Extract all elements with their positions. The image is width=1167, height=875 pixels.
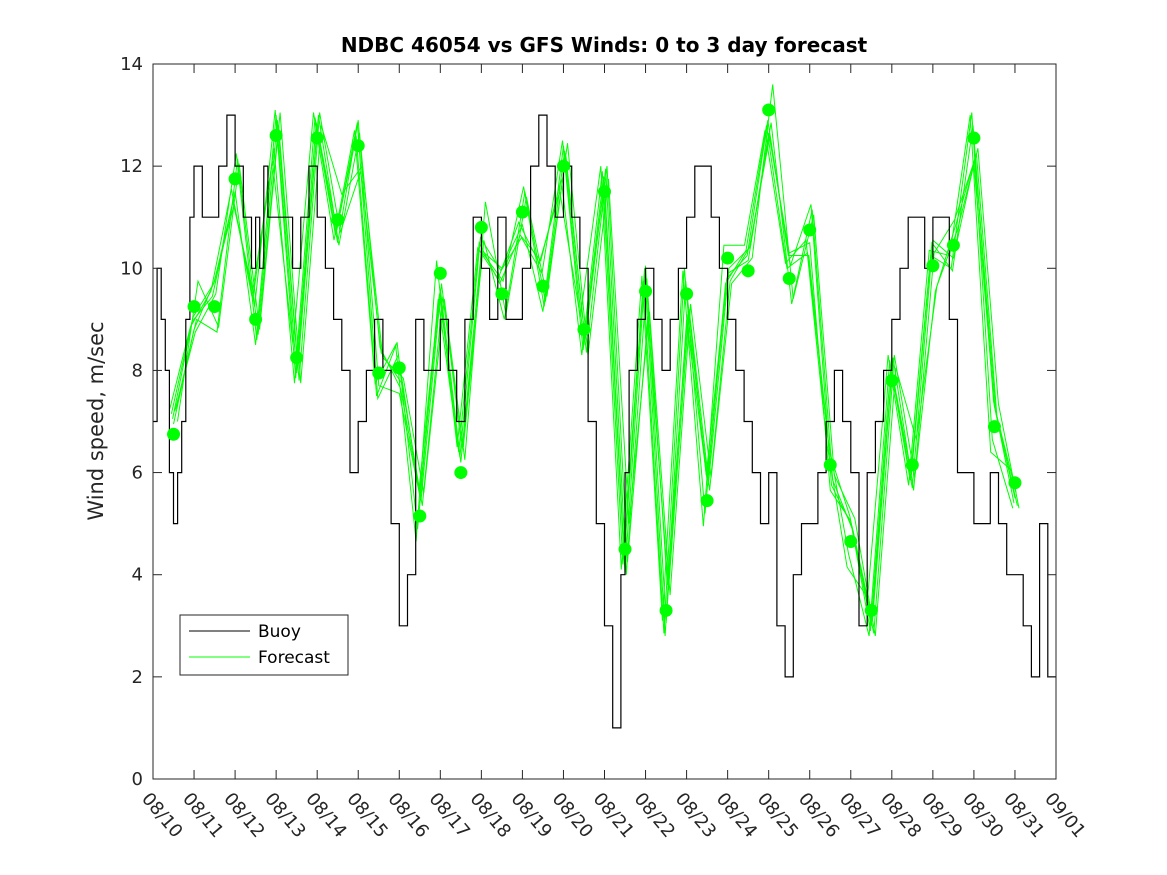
analysis-points xyxy=(167,103,1022,617)
x-tick-label: 08/13 xyxy=(260,789,309,842)
forecast-point xyxy=(331,213,345,227)
forecast-point xyxy=(741,264,755,278)
buoy-line xyxy=(153,114,1056,729)
legend-label-forecast: Forecast xyxy=(258,648,330,668)
forecast-point xyxy=(885,374,899,388)
forecast-point xyxy=(762,103,776,117)
forecast-point xyxy=(598,185,611,199)
x-tick-label: 08/27 xyxy=(835,789,884,842)
forecast-point xyxy=(639,284,653,298)
y-tick-label: 4 xyxy=(132,565,143,586)
x-tick-label: 08/19 xyxy=(507,789,556,842)
x-tick-label: 08/15 xyxy=(342,789,391,842)
y-tick-label: 2 xyxy=(132,667,143,688)
x-tick-label: 08/10 xyxy=(137,789,186,842)
forecast-point xyxy=(413,509,427,523)
x-tick-label: 08/28 xyxy=(876,789,925,842)
forecast-point xyxy=(905,458,919,472)
forecast-point xyxy=(310,131,324,145)
forecast-point xyxy=(536,279,550,293)
forecast-point xyxy=(823,458,837,472)
legend-label-buoy: Buoy xyxy=(258,622,301,642)
forecast-point xyxy=(556,159,570,173)
forecast-point xyxy=(803,223,817,237)
forecast-line xyxy=(172,109,1015,637)
x-tick-label: 09/01 xyxy=(1040,789,1089,842)
forecast-point xyxy=(864,603,878,617)
x-tick-label: 08/17 xyxy=(424,789,473,842)
forecast-point xyxy=(187,300,201,314)
x-tick-label: 08/16 xyxy=(383,789,432,842)
x-tick-label: 08/30 xyxy=(958,789,1007,842)
forecast-point xyxy=(844,535,858,549)
y-tick-label: 6 xyxy=(132,463,143,484)
x-tick-label: 08/26 xyxy=(794,789,843,842)
forecast-point xyxy=(618,542,632,556)
forecast-point xyxy=(208,300,222,314)
forecast-point xyxy=(474,220,488,234)
forecast-point xyxy=(1008,476,1022,490)
y-tick-label: 10 xyxy=(120,258,143,279)
forecast-point xyxy=(454,466,468,480)
y-tick-label: 12 xyxy=(120,156,143,177)
x-tick-label: 08/29 xyxy=(917,789,966,842)
forecast-point xyxy=(167,427,181,441)
forecast-point xyxy=(967,131,981,145)
forecast-point xyxy=(228,172,242,186)
x-tick-label: 08/21 xyxy=(589,789,638,842)
forecast-point xyxy=(515,205,529,219)
forecast-point xyxy=(926,259,940,273)
forecast-point xyxy=(351,139,365,153)
y-tick-label: 14 xyxy=(120,54,143,75)
forecast-point xyxy=(392,361,406,375)
forecast-point xyxy=(680,287,694,301)
forecast-point xyxy=(269,129,283,142)
x-tick-label: 08/20 xyxy=(548,789,597,842)
forecast-point xyxy=(372,366,386,380)
forecast-point xyxy=(290,351,304,365)
x-tick-label: 08/24 xyxy=(712,789,761,842)
x-tick-label: 08/11 xyxy=(178,789,227,842)
x-tick-label: 08/23 xyxy=(671,789,720,842)
forecast-point xyxy=(782,272,796,285)
y-tick-label: 0 xyxy=(132,769,143,790)
legend: Buoy Forecast xyxy=(179,614,349,676)
x-tick-label: 08/22 xyxy=(630,789,679,842)
forecast-point xyxy=(433,266,447,280)
y-tick-label: 8 xyxy=(132,360,143,381)
forecast-point xyxy=(987,420,1001,434)
forecast-line xyxy=(169,112,1012,621)
plot-area xyxy=(153,84,1056,729)
forecast-line xyxy=(170,112,1014,637)
forecast-point xyxy=(659,603,673,617)
x-tick-label: 08/25 xyxy=(753,789,802,842)
forecast-point xyxy=(249,312,263,326)
forecast-point xyxy=(946,238,960,252)
forecast-line xyxy=(174,115,1017,621)
x-tick-label: 08/18 xyxy=(466,789,515,842)
forecast-point xyxy=(721,251,735,265)
forecast-point xyxy=(495,287,509,301)
y-axis-label: Wind speed, m/sec xyxy=(84,321,108,520)
chart-title: NDBC 46054 vs GFS Winds: 0 to 3 day fore… xyxy=(341,33,868,57)
x-tick-label: 08/14 xyxy=(301,789,350,842)
y-axis: 0 2 4 6 8 10 12 14 xyxy=(120,54,1056,790)
x-axis: 08/1008/1108/1208/1308/1408/1508/1608/17… xyxy=(137,64,1090,842)
buoy-series xyxy=(153,114,1056,729)
legend-box xyxy=(179,614,349,676)
x-tick-label: 08/12 xyxy=(219,789,268,842)
forecast-point xyxy=(577,323,591,337)
forecast-point xyxy=(700,494,714,508)
x-tick-label: 08/31 xyxy=(999,789,1048,842)
forecast-line xyxy=(175,112,1018,634)
